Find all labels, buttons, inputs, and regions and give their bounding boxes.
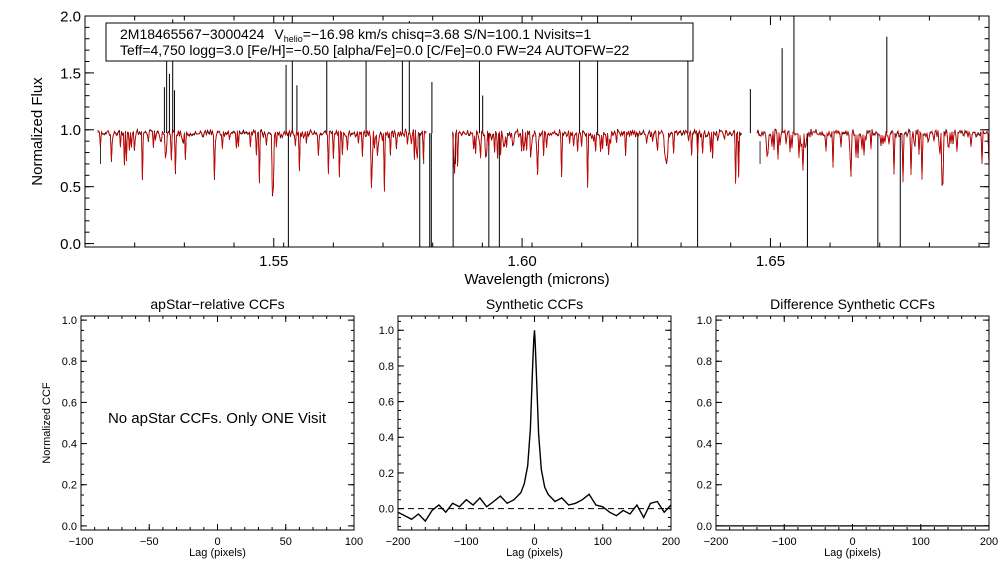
spectrum-ytick-label: 1.0 <box>60 122 81 139</box>
difference-ccf-panel: −200 −100 0 100 200 0.0 0.2 0.4 0.6 0.8 1.0 Differ… <box>697 296 998 559</box>
synthetic-ccf-xtick-label: −200 <box>386 536 411 548</box>
spectrum-frame <box>84 15 990 248</box>
legend-line-1-rest: =−16.98 km/s chisq=3.68 S/N=100.1 Nvisit… <box>303 26 592 42</box>
legend-frame <box>105 22 694 62</box>
synthetic-ccf-ytick-label: 0.8 <box>379 361 394 373</box>
synthetic-ccf-title: Synthetic CCFs <box>486 296 583 312</box>
synthetic-ccf-ytick-label: 0.0 <box>379 504 394 516</box>
spectrum-model-segment <box>452 129 742 188</box>
difference-ccf-xtick-label: 200 <box>980 536 998 548</box>
synthetic-ccf-ytick-label: 0.4 <box>379 432 394 444</box>
difference-ccf-xtick-label: −100 <box>772 536 797 548</box>
spectrum-ytick-label: 1.5 <box>60 65 81 82</box>
spectrum-xtick-label: 1.65 <box>756 253 785 270</box>
apstar-ccf-title: apStar−relative CCFs <box>150 296 284 312</box>
difference-ccf-ytick-label: 0.8 <box>697 356 712 368</box>
synthetic-ccf-xtick-label: 200 <box>662 536 680 548</box>
spectrum-model-segment <box>97 129 427 195</box>
legend-vhelio-label: V <box>274 26 284 42</box>
difference-ccf-ticks: −200 −100 0 100 200 0.0 0.2 0.4 0.6 0.8 1.0 <box>697 315 998 548</box>
spectrum-ylabel: Normalized Flux <box>29 77 46 186</box>
difference-ccf-ytick-label: 0.6 <box>697 397 712 409</box>
apstar-ccf-ytick-label: 0.4 <box>62 439 77 451</box>
apstar-ccf-xlabel: Lag (pixels) <box>189 547 246 559</box>
difference-ccf-title: Difference Synthetic CCFs <box>770 296 935 312</box>
apstar-ccf-xtick-label: −50 <box>140 536 159 548</box>
difference-ccf-ytick-label: 1.0 <box>697 315 712 327</box>
synthetic-ccf-frame <box>397 315 672 531</box>
apstar-ccf-annotation: No apStar CCFs. Only ONE Visit <box>108 410 327 427</box>
apstar-ccf-panel: −100 −50 0 50 100 0.0 0.2 0.4 0.6 0.8 1.0 apStar−r… <box>41 296 363 559</box>
apstar-ccf-ylabel: Normalized CCF <box>41 382 53 464</box>
apstar-ccf-ytick-label: 0.2 <box>62 480 77 492</box>
difference-ccf-ytick-label: 0.0 <box>697 521 712 533</box>
legend-object-id: 2M18465567−3000424 <box>120 26 265 42</box>
difference-ccf-xtick-label: −200 <box>704 536 729 548</box>
apstar-ccf-xtick-label: 0 <box>214 536 220 548</box>
spectrum-ticks: 1.55 1.60 1.65 0.0 0.5 1.0 1.5 2.0 <box>60 8 989 270</box>
spectrum-model-segment <box>756 128 989 185</box>
spectrum-ytick-label: 0.0 <box>60 236 81 253</box>
apstar-ccf-ytick-label: 0.8 <box>62 356 77 368</box>
apstar-ccf-ticks: −100 −50 0 50 100 0.0 0.2 0.4 0.6 0.8 1.0 <box>62 315 363 548</box>
synthetic-ccf-line <box>397 330 672 523</box>
apstar-ccf-ytick-label: 0.6 <box>62 397 77 409</box>
synthetic-ccf-xtick-label: 0 <box>531 536 537 548</box>
apstar-ccf-xtick-label: 100 <box>345 536 363 548</box>
spectrum-xtick-label: 1.60 <box>507 253 536 270</box>
spectrum-plot-area <box>97 16 989 247</box>
difference-ccf-ytick-label: 0.4 <box>697 439 712 451</box>
synthetic-ccf-xlabel: Lag (pixels) <box>506 547 563 559</box>
synthetic-ccf-ytick-label: 0.2 <box>379 468 394 480</box>
legend-line-2: Teff=4,750 logg=3.0 [Fe/H]=−0.50 [alpha/… <box>120 42 629 58</box>
legend-vhelio-sub: helio <box>284 34 303 44</box>
spectrum-ytick-label: 2.0 <box>60 8 81 25</box>
synthetic-ccf-ticks: −200 −100 0 100 200 0.0 0.2 0.4 0.6 0.8 1.0 <box>379 316 680 548</box>
apstar-ccf-xtick-label: −100 <box>69 536 94 548</box>
legend-line-1: 2M18465567−3000424 Vhelio=−16.98 km/s chi… <box>120 26 591 44</box>
difference-ccf-xtick-label: 100 <box>912 536 930 548</box>
difference-ccf-ytick-label: 0.2 <box>697 480 712 492</box>
spectrum-model-series <box>97 128 989 195</box>
spectrum-panel: 1.55 1.60 1.65 0.0 0.5 1.0 1.5 2.0 Wavelength (… <box>29 8 990 288</box>
difference-ccf-frame <box>715 315 990 531</box>
spectrum-observed-series <box>97 16 989 247</box>
synthetic-ccf-ytick-label: 1.0 <box>379 325 394 337</box>
synthetic-ccf-ytick-label: 0.6 <box>379 397 394 409</box>
apstar-ccf-xtick-label: 50 <box>280 536 292 548</box>
difference-ccf-xlabel: Lag (pixels) <box>824 547 881 559</box>
synthetic-ccf-xtick-label: 100 <box>594 536 612 548</box>
spectrum-ytick-label: 0.5 <box>60 179 81 196</box>
apstar-ccf-ytick-label: 1.0 <box>62 315 77 327</box>
difference-ccf-xtick-label: 0 <box>849 536 855 548</box>
synthetic-ccf-panel: −200 −100 0 100 200 0.0 0.2 0.4 0.6 0.8 1.0 Synthe… <box>379 296 680 559</box>
apstar-ccf-ytick-label: 0.0 <box>62 521 77 533</box>
spectrum-legend-box: 2M18465567−3000424 Vhelio=−16.98 km/s chi… <box>105 22 694 62</box>
spectrum-xtick-label: 1.55 <box>259 253 288 270</box>
spectrum-observed-segment <box>97 127 427 197</box>
synthetic-ccf-xtick-label: −100 <box>454 536 479 548</box>
spectrum-xlabel: Wavelength (microns) <box>464 271 609 288</box>
